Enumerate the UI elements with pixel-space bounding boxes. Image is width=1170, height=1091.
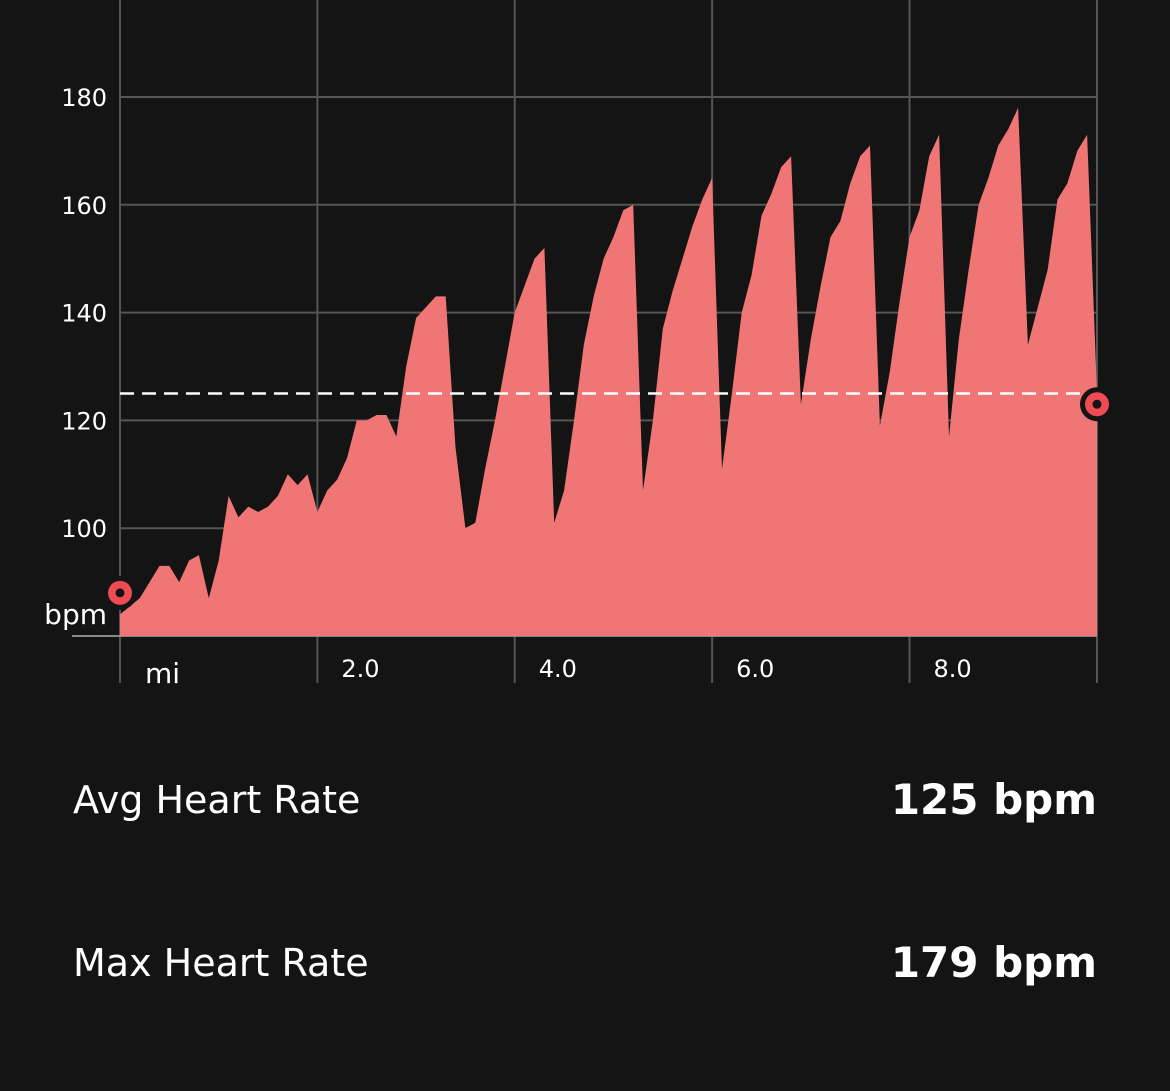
- marker-dot: [1092, 399, 1102, 409]
- y-tick-label-180: 180: [61, 84, 107, 112]
- heart-rate-chart: 100 120 140 160 180 2.0 4.0 6.0 8.0 bpm mi: [44, 0, 1114, 690]
- x-tick-label-0: 2.0: [341, 655, 379, 683]
- end-marker: [1080, 387, 1114, 422]
- chart-labels: 100 120 140 160 180 2.0 4.0 6.0 8.0 bpm mi: [44, 84, 971, 690]
- y-tick-label-160: 160: [61, 192, 107, 220]
- x-tick-label-2: 6.0: [736, 655, 774, 683]
- max-heart-rate-row: Max Heart Rate 179 bpm: [73, 938, 1097, 987]
- x-tick-label-3: 8.0: [933, 655, 971, 683]
- max-heart-rate-value: 179 bpm: [890, 938, 1097, 987]
- heart-rate-area: [120, 107, 1097, 637]
- x-axis-unit-label: mi: [145, 657, 180, 690]
- avg-heart-rate-label: Avg Heart Rate: [73, 777, 361, 822]
- start-marker: [103, 575, 137, 610]
- chart-markers: [103, 387, 1114, 610]
- x-tick-label-1: 4.0: [539, 655, 577, 683]
- max-heart-rate-label: Max Heart Rate: [73, 940, 369, 985]
- avg-heart-rate-value: 125 bpm: [890, 775, 1097, 824]
- y-tick-label-100: 100: [61, 515, 107, 543]
- chart-area-layer: [120, 107, 1097, 637]
- marker-dot: [115, 588, 125, 598]
- avg-heart-rate-row: Avg Heart Rate 125 bpm: [73, 775, 1097, 824]
- y-tick-label-140: 140: [61, 300, 107, 328]
- y-tick-label-120: 120: [61, 407, 107, 435]
- y-axis-unit-label: bpm: [44, 598, 107, 631]
